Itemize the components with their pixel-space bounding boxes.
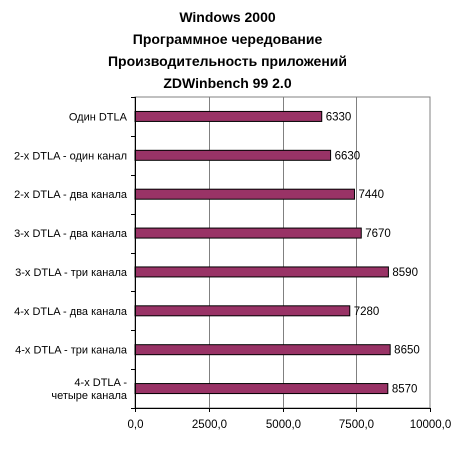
bar	[134, 305, 351, 317]
bar-value-label: 6330	[326, 111, 352, 123]
bar-value-label: 8650	[394, 345, 420, 357]
bar	[134, 188, 355, 200]
bar	[134, 266, 389, 278]
bar	[134, 344, 391, 356]
bar	[134, 383, 389, 395]
bar-value-label: 7670	[365, 228, 391, 240]
bar	[134, 110, 323, 122]
value-axis-tick-label: 0,0	[128, 419, 144, 431]
value-axis-tick-label: 7500,0	[339, 419, 374, 431]
bar-value-label: 6630	[335, 150, 361, 162]
category-label: 3-х DTLA - два канала	[14, 228, 128, 240]
bar-value-label: 7440	[358, 189, 384, 201]
plot-area	[134, 96, 431, 409]
value-axis-tick-label: 5000,0	[266, 419, 301, 431]
bar-value-label: 8590	[392, 267, 418, 279]
category-label: 4-х DTLA - три канала	[15, 345, 128, 357]
category-label: 3-х DTLA - три канала	[15, 267, 128, 279]
bar	[134, 149, 332, 161]
category-label: 2-х DTLA - два канала	[14, 189, 128, 201]
category-label: Один DTLA	[69, 111, 128, 123]
bar-value-label: 8570	[392, 384, 418, 396]
chart-title-line-2: Программное чередование	[132, 31, 323, 47]
bar-value-label: 7280	[354, 306, 380, 318]
category-label: 4-х DTLA - два канала	[14, 306, 128, 318]
value-axis-tick-label: 2500,0	[192, 419, 227, 431]
category-label: 4-х DTLA -четыре канала	[51, 377, 128, 402]
bar	[134, 227, 362, 239]
chart-title-line-3: Производительность приложений	[107, 53, 347, 69]
value-axis-tick-label: 10000,0	[410, 419, 452, 431]
category-label: 2-х DTLA - один канал	[14, 150, 127, 162]
chart-title-line-1: Windows 2000	[179, 9, 276, 25]
chart-title-line-4: ZDWinbench 99 2.0	[163, 75, 292, 91]
